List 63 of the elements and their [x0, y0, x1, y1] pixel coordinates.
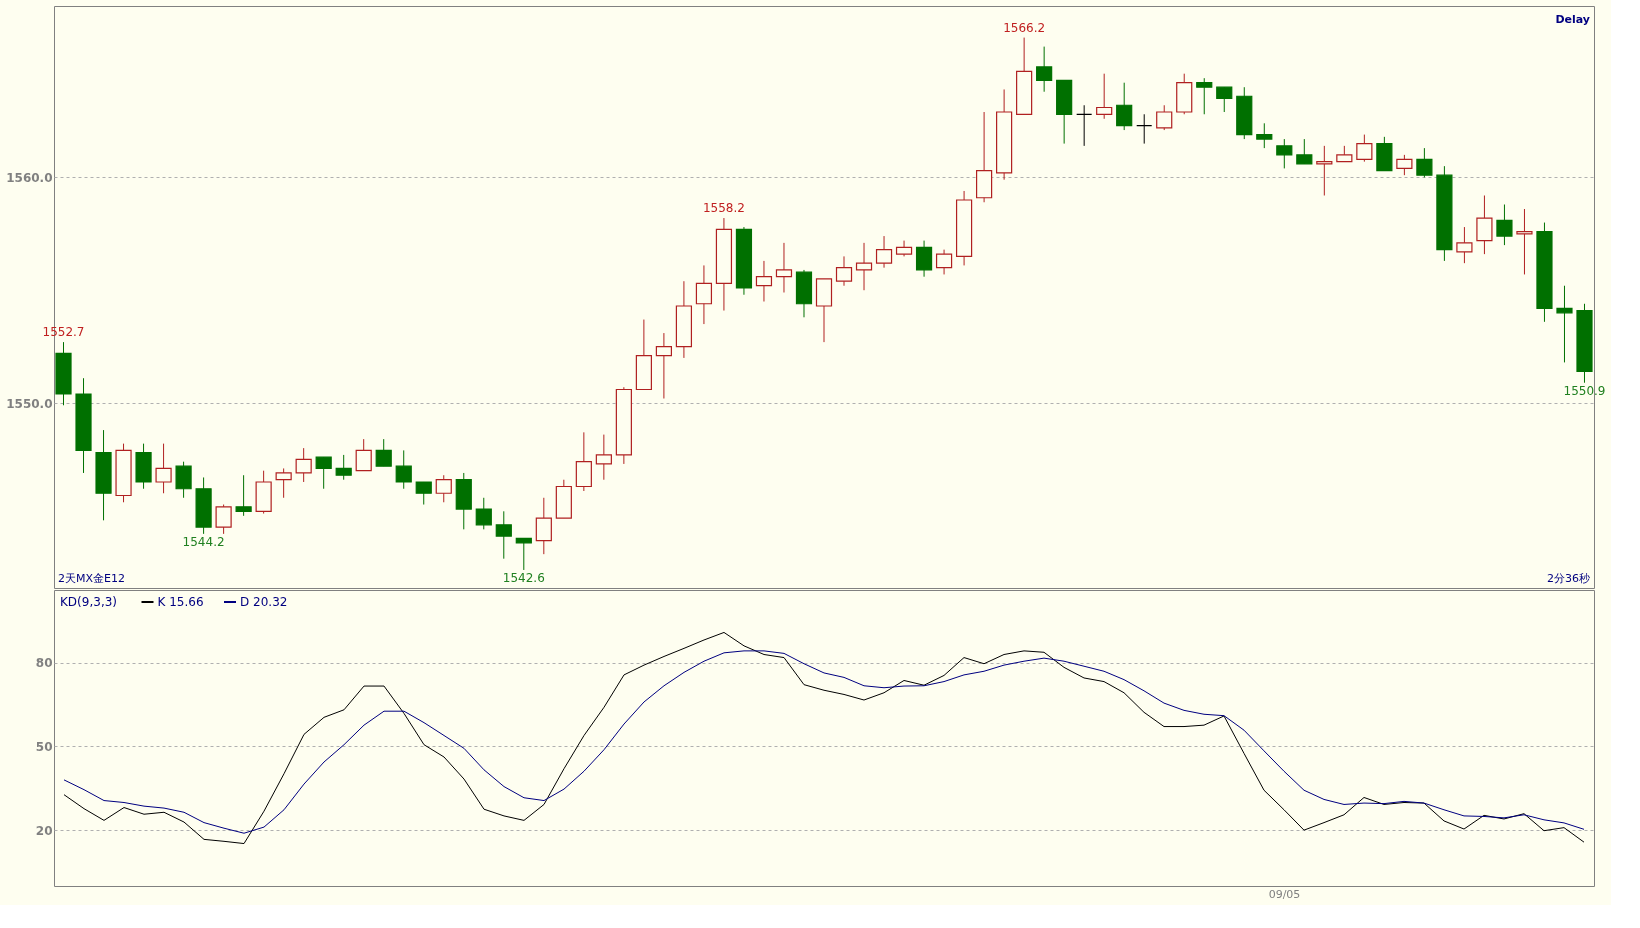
- candlestick: [175, 461, 192, 499]
- candlestick: [215, 504, 232, 535]
- candlestick: [855, 242, 873, 291]
- candlestick: [335, 454, 352, 481]
- candlestick: [1516, 208, 1533, 275]
- candlestick: [495, 510, 512, 560]
- candlestick: [1256, 122, 1273, 149]
- candlestick: [1036, 46, 1053, 93]
- candlestick: [1496, 204, 1513, 246]
- legend-label: D 20.32: [240, 595, 288, 609]
- candlestick: [435, 474, 452, 503]
- candlestick: [475, 497, 492, 530]
- annotation: 1542.6: [502, 570, 545, 585]
- candlestick: [595, 434, 612, 481]
- candlestick: [1416, 147, 1433, 178]
- legend-title: KD(9,3,3): [60, 595, 118, 609]
- candlestick: [835, 255, 853, 287]
- y-tick-label: 1560.0: [6, 170, 53, 185]
- candlestick: [415, 481, 432, 506]
- candlestick: [1396, 154, 1413, 176]
- candlestick: [1096, 73, 1113, 120]
- candlestick: [1476, 194, 1493, 255]
- annotation: 2分36秒: [1547, 572, 1590, 585]
- x-tick-label: 09/05: [1268, 887, 1301, 901]
- candlestick: [1296, 138, 1313, 165]
- y-tick-label: 80: [35, 656, 53, 671]
- candlestick: [295, 447, 312, 483]
- candlestick: [1196, 77, 1213, 115]
- candlestick: [315, 456, 332, 490]
- candlestick: [1456, 226, 1473, 264]
- legend-label: K 15.66: [157, 595, 204, 609]
- candlestick: [235, 474, 252, 517]
- candlestick: [1156, 104, 1173, 131]
- annotation: Delay: [1555, 13, 1590, 26]
- y-tick-label: 1550.0: [6, 396, 53, 411]
- candlestick: [275, 467, 292, 499]
- candlestick: [1136, 113, 1153, 145]
- candlestick: [1556, 285, 1573, 363]
- candlestick: [1316, 145, 1333, 196]
- candlestick: [875, 235, 893, 269]
- y-tick-label: 20: [35, 823, 53, 838]
- candlestick: [1216, 86, 1233, 113]
- annotation: 1544.2: [182, 534, 225, 549]
- annotation: 2天MX金E12: [58, 572, 125, 585]
- candlestick: [355, 438, 372, 472]
- candlestick: [375, 438, 392, 467]
- candlestick: [1276, 138, 1293, 169]
- candlestick: [515, 537, 532, 571]
- candlestick: [755, 260, 773, 303]
- candlestick: [935, 249, 953, 275]
- candlestick: [1076, 104, 1093, 147]
- candlestick: [155, 443, 172, 494]
- candlestick: [1356, 134, 1373, 163]
- candlestick: [395, 449, 412, 490]
- annotation: 1558.2: [702, 201, 745, 216]
- annotation: 1566.2: [1003, 20, 1046, 35]
- candlestick: [775, 242, 793, 293]
- candlestick: [535, 497, 552, 555]
- candlestick: [1116, 82, 1133, 131]
- y-tick-label: 50: [35, 739, 53, 754]
- candlestick: [655, 332, 672, 400]
- candlestick: [915, 240, 933, 278]
- candlestick: [695, 264, 713, 325]
